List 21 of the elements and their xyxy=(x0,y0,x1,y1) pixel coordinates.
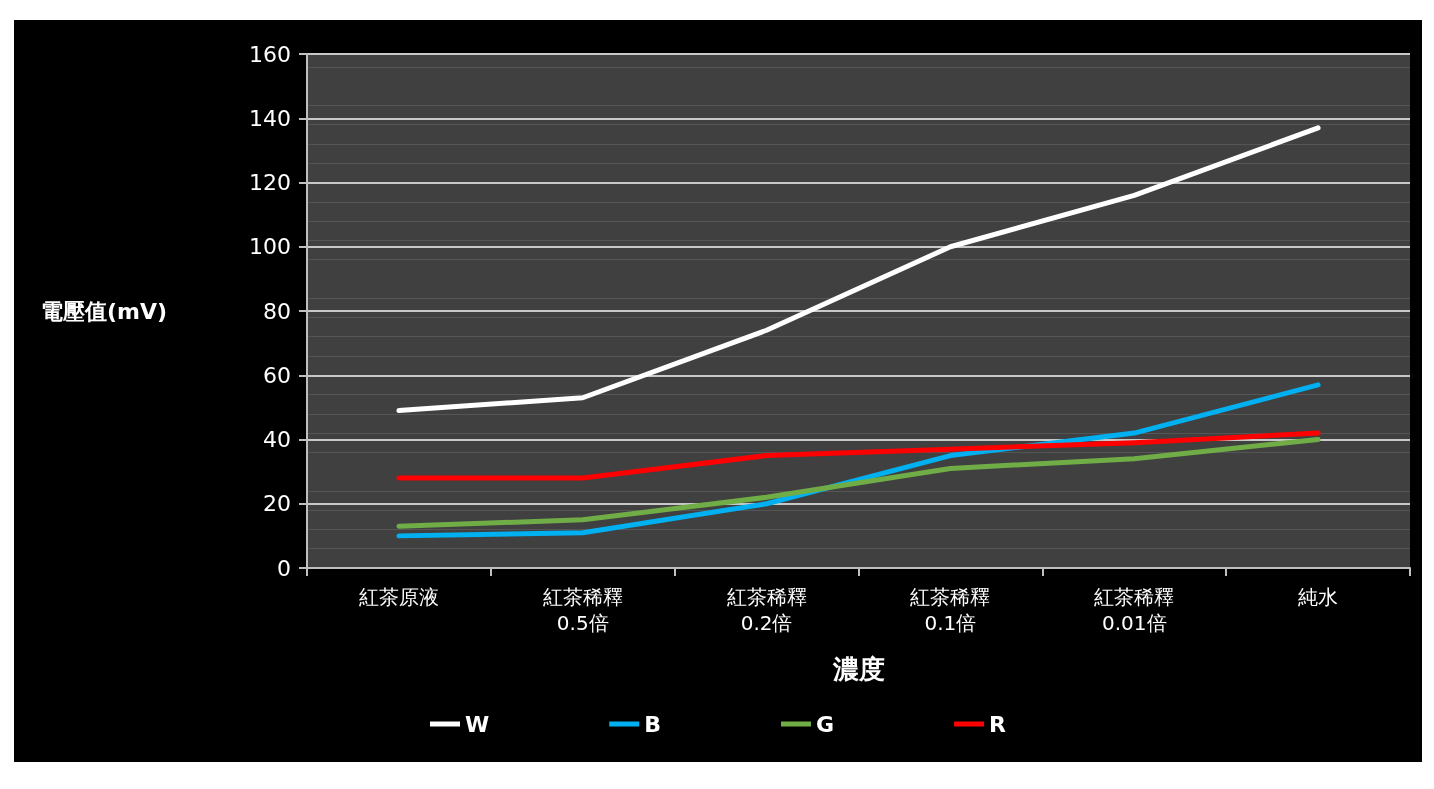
x-tick-label: 紅茶稀釋 0.2倍 xyxy=(726,585,807,635)
y-tick-label: 120 xyxy=(249,170,291,195)
x-tick-label: 紅茶稀釋 0.5倍 xyxy=(542,585,623,635)
y-axis-title: 電壓值(mV) xyxy=(40,298,167,324)
y-tick-label: 60 xyxy=(263,362,291,388)
x-tick-label: 純水 xyxy=(1298,585,1339,609)
y-tick-label: 140 xyxy=(249,105,291,131)
y-tick-label: 40 xyxy=(263,427,291,452)
legend-label: W xyxy=(464,711,490,737)
x-tick-label: 紅茶稀釋 0.1倍 xyxy=(910,585,991,635)
y-tick-label: 20 xyxy=(263,491,291,517)
y-tick-label: 0 xyxy=(277,555,291,581)
y-tick-label: 80 xyxy=(263,298,291,324)
y-tick-label: 100 xyxy=(249,234,291,260)
legend-label: R xyxy=(989,711,1007,737)
x-tick-label: 紅茶原液 xyxy=(358,585,439,609)
legend-label: B xyxy=(644,711,662,737)
y-tick-label: 160 xyxy=(249,41,291,67)
legend-label: G xyxy=(816,711,835,737)
x-tick-label: 紅茶稀釋 0.01倍 xyxy=(1094,585,1175,635)
x-axis-title: 濃度 xyxy=(831,654,885,684)
